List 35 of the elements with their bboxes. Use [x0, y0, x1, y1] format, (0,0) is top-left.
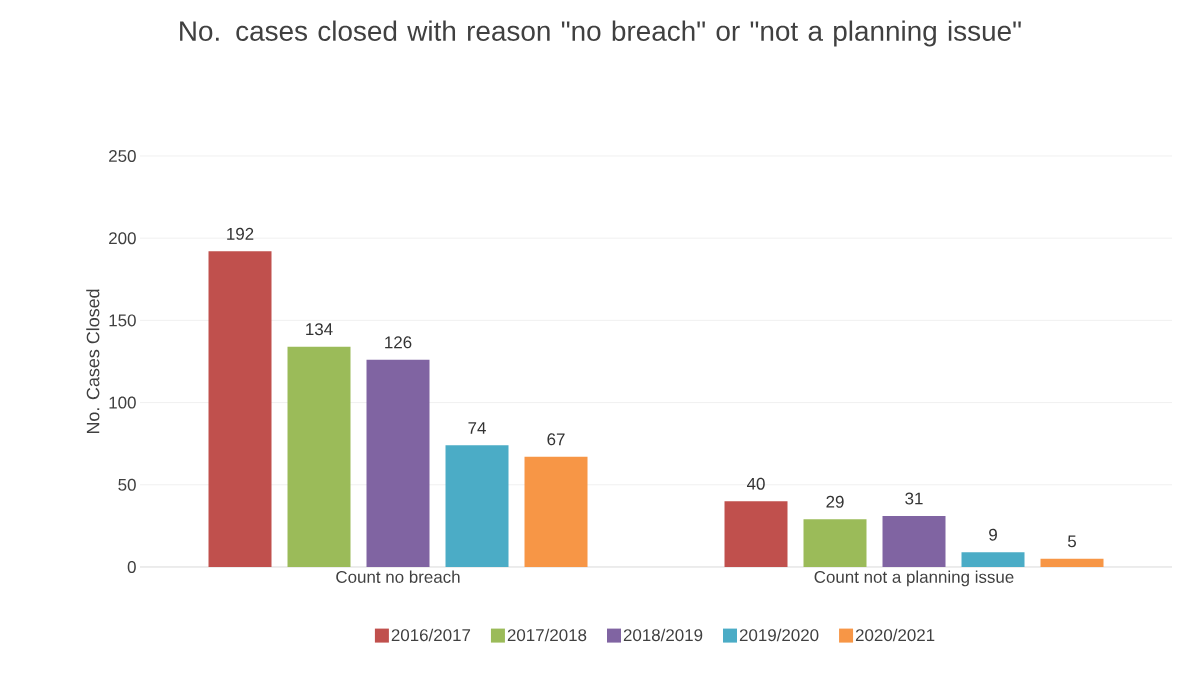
- y-tick-label: 150: [109, 314, 136, 327]
- data-label: 134: [306, 323, 333, 336]
- y-axis-title: No. Cases Closed: [86, 289, 100, 434]
- data-label: 67: [547, 433, 565, 446]
- data-label: 74: [468, 422, 486, 434]
- y-tick-label: 250: [109, 149, 136, 162]
- data-label: 31: [905, 492, 923, 505]
- bar: [1040, 558, 1104, 567]
- x-tick-label: Count no breach: [336, 570, 460, 583]
- bar: [208, 251, 272, 567]
- data-label: 40: [746, 477, 765, 490]
- y-tick-label: 100: [109, 396, 136, 409]
- y-tick-label: 0: [127, 560, 136, 573]
- data-label: 29: [826, 495, 844, 508]
- legend-label: 2020/2021: [855, 628, 935, 642]
- bar: [803, 519, 867, 567]
- legend-label: 2018/2019: [623, 628, 703, 642]
- legend-label: 2016/2017: [391, 628, 471, 642]
- bar: [961, 552, 1025, 567]
- y-tick-label: 50: [118, 478, 136, 491]
- bar: [287, 346, 351, 567]
- bar: [524, 456, 588, 567]
- data-label: 5: [1067, 535, 1076, 548]
- bar: [724, 501, 788, 567]
- chart-title: No. cases closed with reason "no breach" or "not a planning issue": [180, 20, 1021, 47]
- x-tick-label: Count not a planning issue: [814, 570, 1014, 587]
- bar: [445, 445, 509, 567]
- data-label: 9: [989, 528, 997, 541]
- legend-label: 2017/2018: [507, 628, 587, 642]
- data-label: 192: [227, 227, 254, 240]
- bar: [882, 516, 946, 567]
- legend-label: 2019/2020: [739, 628, 819, 642]
- data-label: 126: [385, 336, 412, 349]
- y-tick-label: 200: [109, 232, 136, 245]
- bar: [366, 359, 430, 567]
